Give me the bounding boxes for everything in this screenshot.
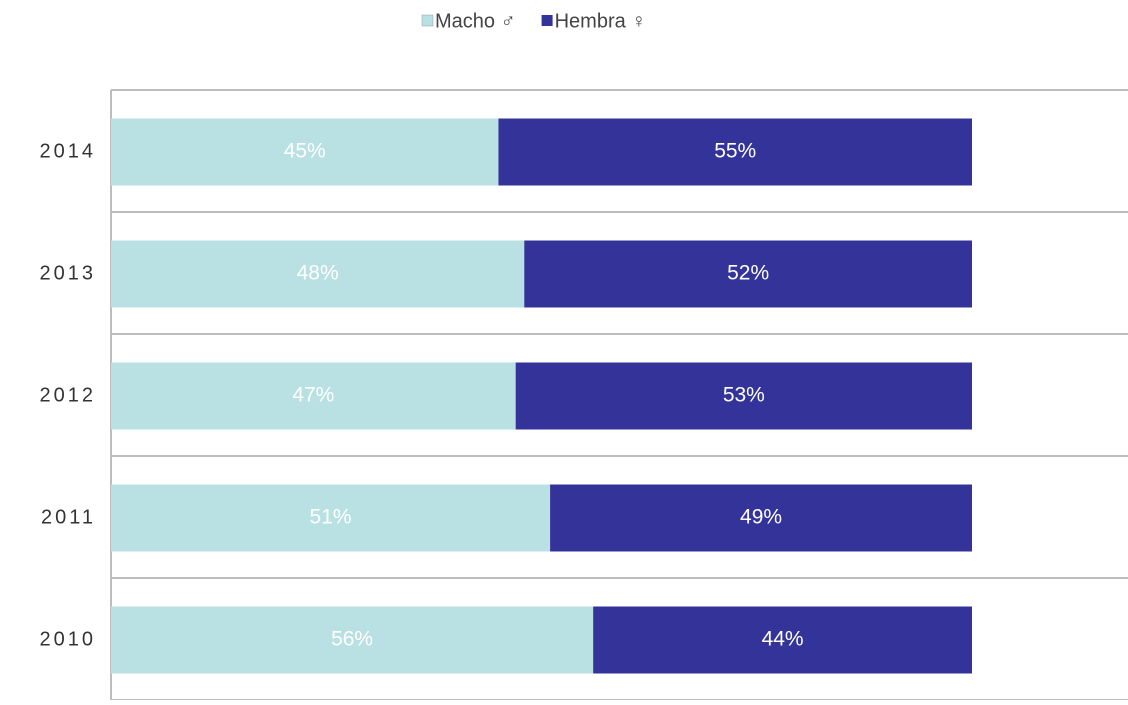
- bar-segment: [593, 606, 972, 674]
- bar-segment: [498, 118, 972, 186]
- y-tick-label: 2012: [40, 384, 97, 406]
- y-tick-label: 2010: [40, 628, 97, 650]
- bar-segment: [111, 362, 516, 430]
- data-label: 47%: [292, 384, 334, 407]
- data-label: 44%: [762, 628, 804, 651]
- y-tick-label: 2013: [40, 262, 97, 284]
- bar-segment: [111, 484, 551, 552]
- data-label: 52%: [727, 262, 769, 285]
- data-label: 56%: [331, 628, 373, 651]
- data-label: 48%: [297, 262, 339, 285]
- data-label: 55%: [714, 140, 756, 163]
- legend-label: Hembra ♀: [555, 10, 647, 32]
- bar-segment: [111, 240, 525, 308]
- legend-swatch: [541, 15, 553, 26]
- data-label: 45%: [284, 140, 326, 163]
- bar-segment: [111, 118, 499, 186]
- bar-segment: [111, 606, 594, 674]
- data-label: 49%: [740, 506, 782, 529]
- legend-label: Macho ♂: [435, 10, 516, 32]
- bar-segment: [515, 362, 972, 430]
- legend-swatch: [421, 14, 434, 27]
- y-tick-label: 2014: [40, 140, 97, 162]
- bar-segment: [524, 240, 972, 308]
- data-label: 51%: [310, 506, 352, 529]
- data-label: 53%: [723, 384, 765, 407]
- y-tick-label: 2011: [41, 506, 96, 528]
- bar-segment: [550, 484, 972, 552]
